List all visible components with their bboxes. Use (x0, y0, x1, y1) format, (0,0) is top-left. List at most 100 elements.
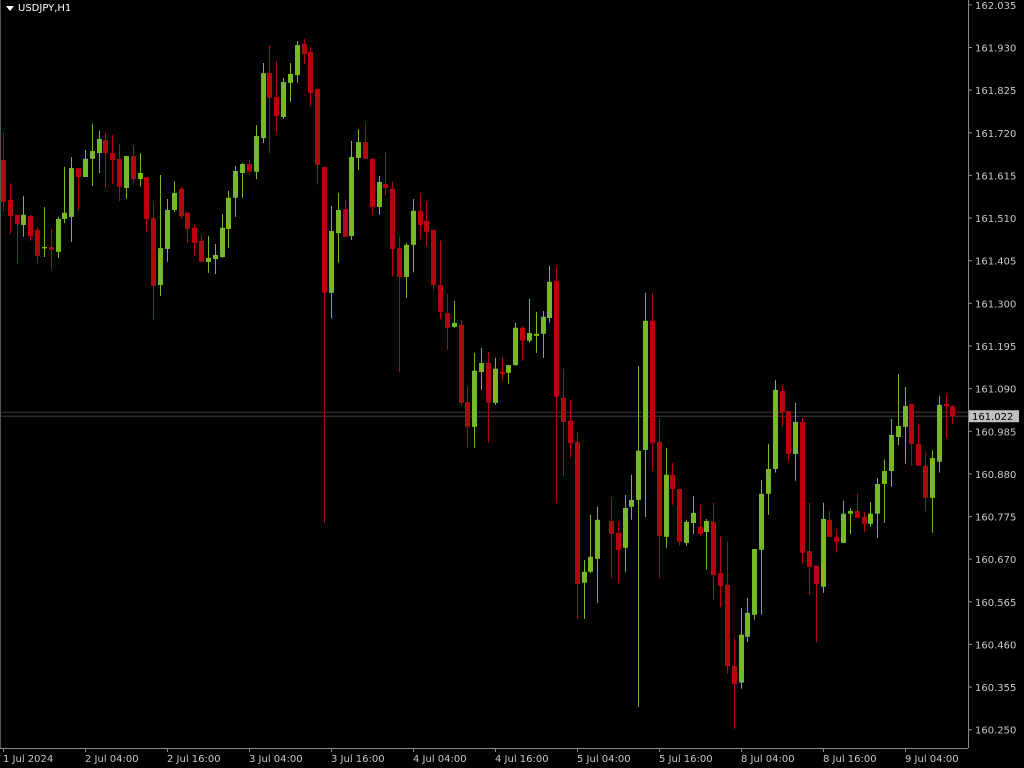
candle (698, 504, 703, 537)
candle (295, 41, 300, 83)
candle (773, 380, 778, 473)
candle-body (261, 73, 266, 139)
candle-body (179, 188, 184, 217)
candle-body (356, 142, 361, 158)
candle (841, 500, 846, 543)
candle-body (97, 138, 102, 154)
candle (124, 155, 129, 199)
candle-body (21, 214, 26, 225)
candle-body (329, 231, 334, 293)
chart-title[interactable]: USDJPY,H1 (6, 3, 71, 14)
dropdown-triangle-icon[interactable] (6, 6, 14, 11)
candle (807, 502, 812, 595)
candle (322, 166, 327, 524)
candle-body (848, 510, 853, 514)
x-tick-label: 2 Jul 04:00 (85, 754, 139, 765)
candle-body (438, 285, 443, 312)
candle-body (8, 199, 13, 217)
candle-body (609, 521, 614, 534)
candle (595, 506, 600, 604)
candle-body (274, 97, 279, 117)
candle (261, 62, 266, 143)
candle (172, 181, 177, 212)
candle-body (343, 209, 348, 237)
y-tick-label: 161.090 (975, 385, 1016, 396)
candle (780, 385, 785, 427)
candle (664, 447, 669, 548)
candle-body (465, 402, 470, 427)
current-price-label: 161.022 (972, 412, 1013, 423)
candle-body (923, 465, 928, 498)
candle (281, 77, 286, 119)
candle-body (213, 255, 218, 260)
candle (69, 157, 74, 243)
candle (643, 292, 648, 517)
candle (49, 229, 54, 269)
candle (267, 45, 272, 154)
y-tick-label: 161.825 (975, 86, 1016, 97)
candle (882, 459, 887, 524)
candle (274, 60, 279, 133)
candle (199, 235, 204, 262)
candle-body (49, 246, 54, 250)
candle (629, 474, 634, 520)
candle (568, 399, 573, 459)
candle (506, 365, 511, 384)
candle (213, 244, 218, 275)
x-tick-label: 5 Jul 16:00 (659, 754, 713, 765)
candle-body (308, 51, 313, 93)
candle (868, 501, 873, 527)
candle-body (199, 240, 204, 262)
candle-body (698, 526, 703, 534)
candle (97, 130, 102, 173)
candle-body (185, 212, 190, 230)
candle (896, 374, 901, 446)
candle-body (916, 443, 921, 466)
candle-body (745, 612, 750, 637)
candle (418, 194, 423, 238)
candle (158, 175, 163, 297)
y-tick-label: 161.720 (975, 129, 1016, 140)
candle-body (103, 140, 108, 154)
candle (377, 175, 382, 215)
candle (684, 519, 689, 546)
candle-body (814, 565, 819, 584)
candle-body (711, 521, 716, 576)
candle (165, 198, 170, 262)
symbol-timeframe-label: USDJPY,H1 (18, 3, 72, 14)
candle (862, 511, 867, 532)
candle-body (281, 82, 286, 117)
candle-body (28, 216, 33, 236)
y-tick-label: 162.035 (975, 1, 1016, 12)
candle-body (69, 168, 74, 217)
candle (588, 514, 593, 573)
candle (465, 386, 470, 448)
candle-body (233, 170, 238, 198)
candle (438, 240, 443, 319)
y-tick-label: 160.880 (975, 470, 1016, 481)
candle (745, 597, 750, 643)
candle-body (855, 510, 860, 518)
candle-body (568, 420, 573, 444)
candle-body (424, 220, 429, 232)
candle-body (527, 332, 532, 341)
candle (83, 149, 88, 178)
candle (636, 365, 641, 707)
candle-body (1, 159, 6, 202)
y-tick-label: 161.195 (975, 342, 1016, 353)
candle-body (950, 406, 955, 417)
candle-body (834, 536, 839, 542)
candle (1, 131, 6, 212)
candle-body (315, 88, 320, 165)
candle (520, 326, 525, 362)
candle (240, 162, 245, 198)
candle (582, 559, 587, 619)
candle-body (404, 244, 409, 277)
candle (404, 242, 409, 299)
candle (944, 394, 949, 438)
candle-body (807, 551, 812, 567)
candle (759, 479, 764, 615)
candle-body (295, 45, 300, 76)
